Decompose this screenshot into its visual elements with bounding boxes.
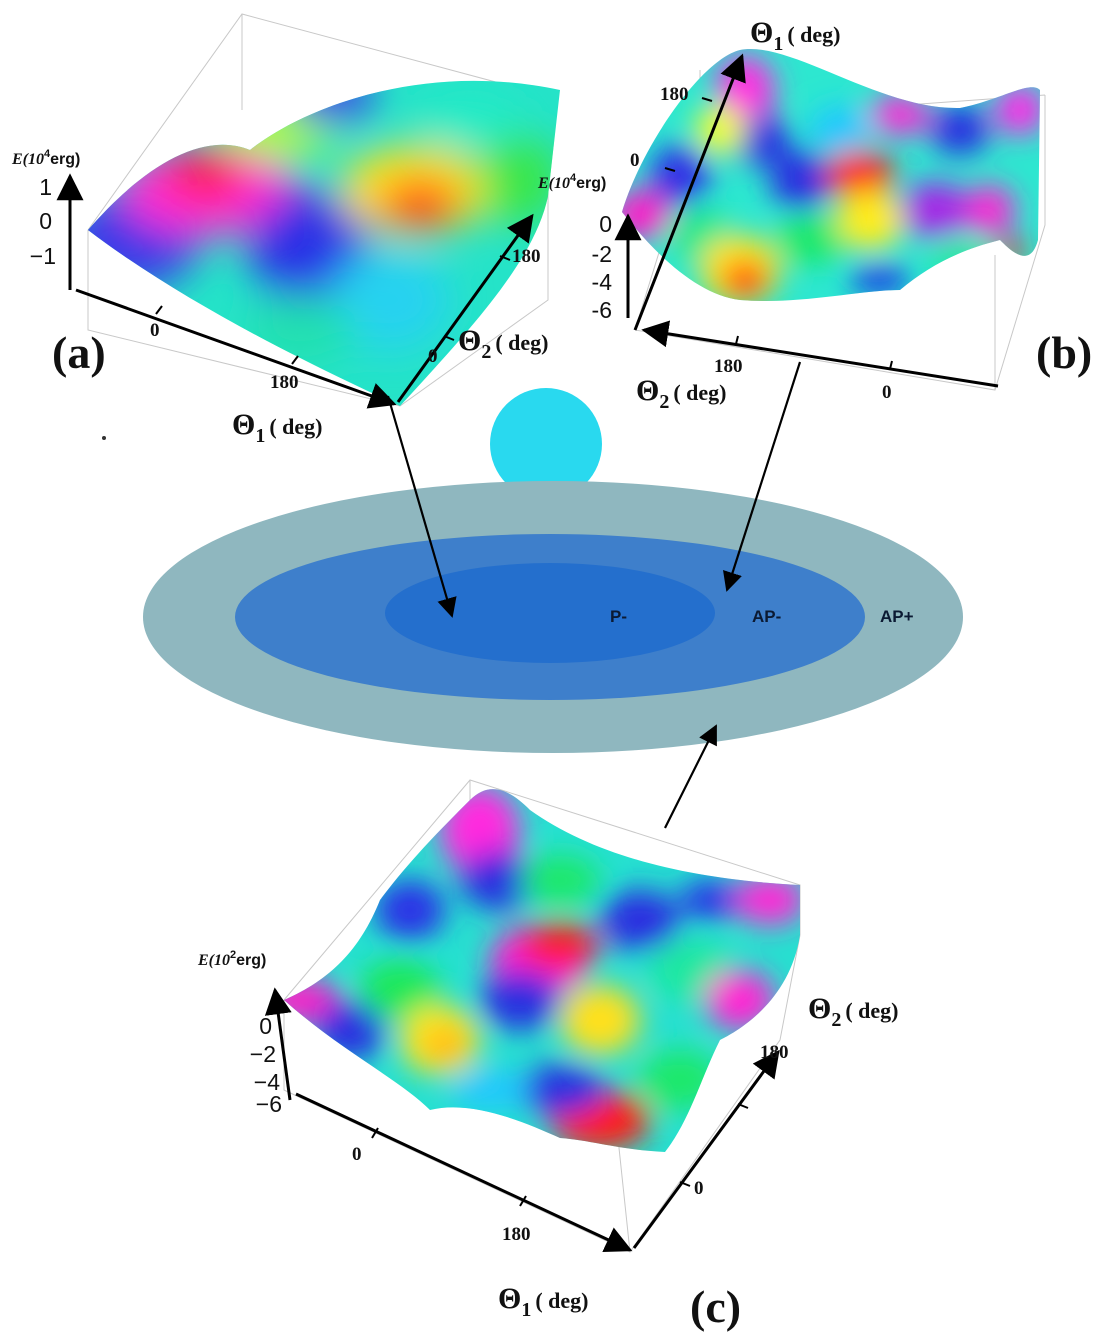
panel-a-theta1-tick: 0: [150, 320, 160, 341]
panel-c-theta1-axis: [295, 1092, 633, 1252]
panel-a-theta2-axis: [396, 213, 534, 403]
panel-b-axes: [614, 53, 999, 388]
panel-c-axes: [264, 987, 780, 1252]
panel-b-theta1-label: Θ1( deg): [750, 16, 841, 55]
panel-b-z-tick: -4: [592, 269, 613, 295]
panel-b-theta1-tick: 180: [660, 84, 689, 105]
panel-a-z-tick: 1: [39, 174, 52, 200]
panel-c: E(102erg) 0 −2 −4 −6 0 180 180 0 Θ2( deg…: [197, 779, 899, 1332]
panel-b-theta2-tick: 0: [882, 382, 892, 403]
panel-c-theta2-tick: 180: [760, 1042, 789, 1063]
panel-c-energy-surface: [284, 789, 800, 1152]
panel-c-theta1-tick: 180: [502, 1224, 531, 1245]
panel-a-theta2-label: Θ2( deg): [458, 324, 549, 363]
inner-region-p-minus: [385, 563, 715, 663]
panel-a-theta1-label: Θ1( deg): [232, 408, 323, 447]
panel-c-theta1-label: Θ1( deg): [498, 1282, 589, 1321]
panel-a-z-axis-label: E(104erg): [11, 148, 80, 168]
panel-b-tag: (b): [1036, 327, 1092, 378]
panel-c-z-tick: 0: [259, 1013, 272, 1039]
panel-c-z-axis-label: E(102erg): [197, 949, 266, 969]
panel-b-energy-surface: [622, 49, 1040, 302]
panel-c-tag: (c): [690, 1281, 741, 1332]
arrow-a-to-p-minus: [386, 395, 457, 618]
panel-a-tag: (a): [52, 327, 106, 378]
panel-c-theta2-label: Θ2( deg): [808, 992, 899, 1031]
panel-b-theta2-label: Θ2( deg): [636, 374, 727, 413]
panel-c-z-tick: −6: [256, 1091, 282, 1117]
panel-a-theta2-tick: 180: [512, 246, 541, 267]
ball: [490, 388, 602, 500]
panel-b: Θ1( deg) 180 0 E(104erg) 0 -2 -4 -6 180 …: [537, 16, 1092, 413]
panel-a-z-tick: −1: [30, 243, 56, 269]
panel-a-z-tick: 0: [39, 208, 52, 234]
panel-a: E(104erg) 1 0 −1 0 180 0 180 Θ1( deg) Θ2…: [11, 13, 560, 447]
panel-b-z-axis-label: E(104erg): [537, 172, 606, 192]
panel-b-z-tick: -6: [592, 297, 612, 323]
central-phase-diagram: P- AP- AP+: [102, 388, 963, 753]
panel-b-theta1-tick: 0: [630, 150, 640, 171]
region-label-ap-minus: AP-: [752, 607, 781, 626]
panel-a-theta1-tick: 180: [270, 372, 299, 393]
panel-c-theta1-tick: 0: [352, 1144, 362, 1165]
panel-b-theta2-tick: 180: [714, 356, 743, 377]
panel-b-theta2-axis: [641, 320, 999, 388]
panel-a-theta1-axis: [75, 288, 397, 409]
panel-a-energy-surface: [88, 80, 560, 406]
arrow-c-to-ap-plus: [664, 724, 717, 829]
region-label-ap-plus: AP+: [880, 607, 914, 626]
panel-c-theta2-axis: [632, 1049, 780, 1249]
panel-c-z-axis: [264, 987, 292, 1101]
panel-a-axes: [56, 173, 534, 409]
panel-b-z-tick: 0: [599, 211, 612, 237]
panel-a-theta2-tick: 0: [428, 346, 438, 367]
arrow-b-to-ap-minus: [723, 361, 802, 592]
panel-b-theta1-axis: [633, 53, 746, 331]
region-label-p-minus: P-: [610, 607, 627, 626]
panel-b-z-tick: -2: [592, 241, 612, 267]
panel-c-z-tick: −4: [254, 1069, 280, 1095]
stray-dot: [102, 436, 106, 440]
panel-c-theta2-tick: 0: [694, 1178, 704, 1199]
panel-c-z-tick: −2: [250, 1041, 276, 1067]
